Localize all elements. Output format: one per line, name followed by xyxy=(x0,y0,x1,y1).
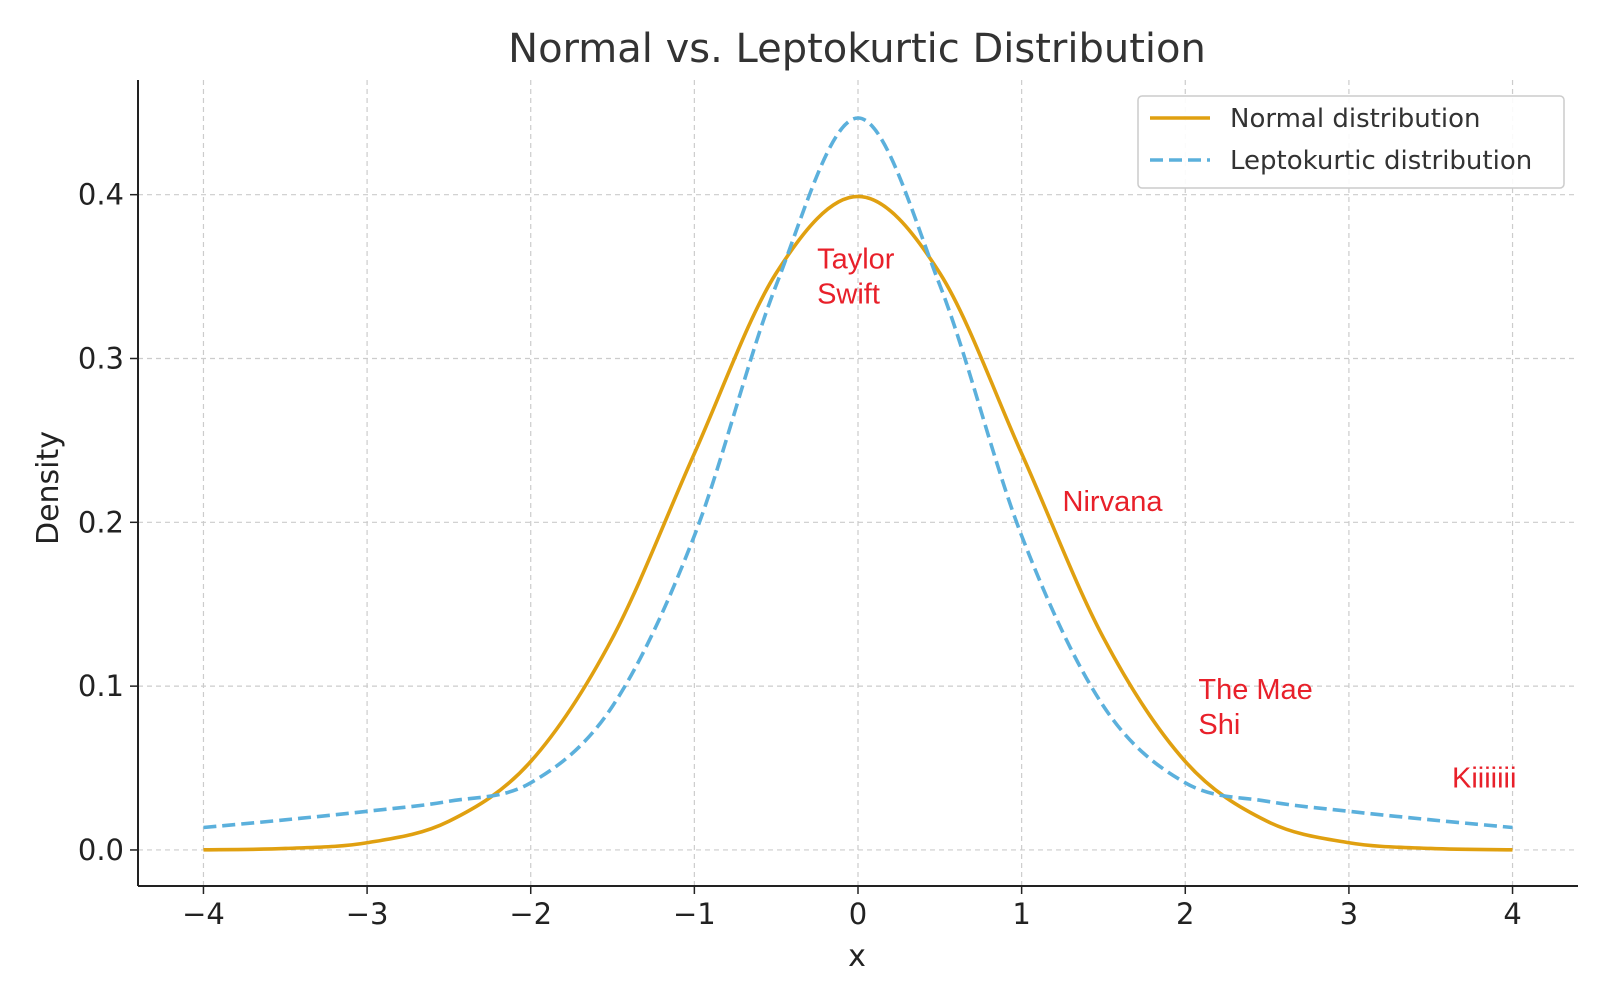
legend-frame xyxy=(1137,95,1565,189)
leptokurtic-series-line xyxy=(203,116,1513,830)
legend-label: Leptokurtic distribution xyxy=(1230,146,1532,176)
annotation-label: Swift xyxy=(817,278,880,310)
x-axis-label: x xyxy=(848,939,866,974)
x-tick-label: −1 xyxy=(673,897,716,931)
x-tick-label: 3 xyxy=(1340,897,1358,931)
legend: Normal distribution Leptokurtic distribut… xyxy=(1137,95,1565,189)
ticks: −4 −3 −2 −1 0 1 2 3 4 0.0 0.1 0.2 0.3 0.4 xyxy=(78,178,1522,931)
x-tick-label: −4 xyxy=(182,897,225,931)
series-layer xyxy=(203,116,1513,852)
y-tick-label: 0.3 xyxy=(78,341,124,375)
annotation-label: Kiiiiiii xyxy=(1452,763,1516,795)
normal-series-line xyxy=(203,194,1513,852)
y-tick-label: 0.0 xyxy=(78,833,124,867)
x-tick-label: 4 xyxy=(1503,897,1521,931)
y-tick-label: 0.4 xyxy=(78,178,124,212)
x-tick-label: 0 xyxy=(849,897,867,931)
x-tick-label: 2 xyxy=(1176,897,1194,931)
annotation-label: Taylor xyxy=(817,243,895,275)
grid xyxy=(138,80,1578,886)
x-tick-label: −2 xyxy=(509,897,552,931)
annotation-label: Nirvana xyxy=(1063,486,1164,518)
annotation-label: Shi xyxy=(1198,709,1240,741)
y-tick-label: 0.1 xyxy=(78,669,124,703)
x-tick-label: −3 xyxy=(346,897,389,931)
x-tick-label: 1 xyxy=(1012,897,1030,931)
legend-label: Normal distribution xyxy=(1230,104,1481,134)
y-tick-label: 0.2 xyxy=(78,505,124,539)
annotation-label: The Mae xyxy=(1198,674,1312,706)
y-axis-label: Density xyxy=(31,431,66,545)
chart-title: Normal vs. Leptokurtic Distribution xyxy=(508,26,1206,72)
